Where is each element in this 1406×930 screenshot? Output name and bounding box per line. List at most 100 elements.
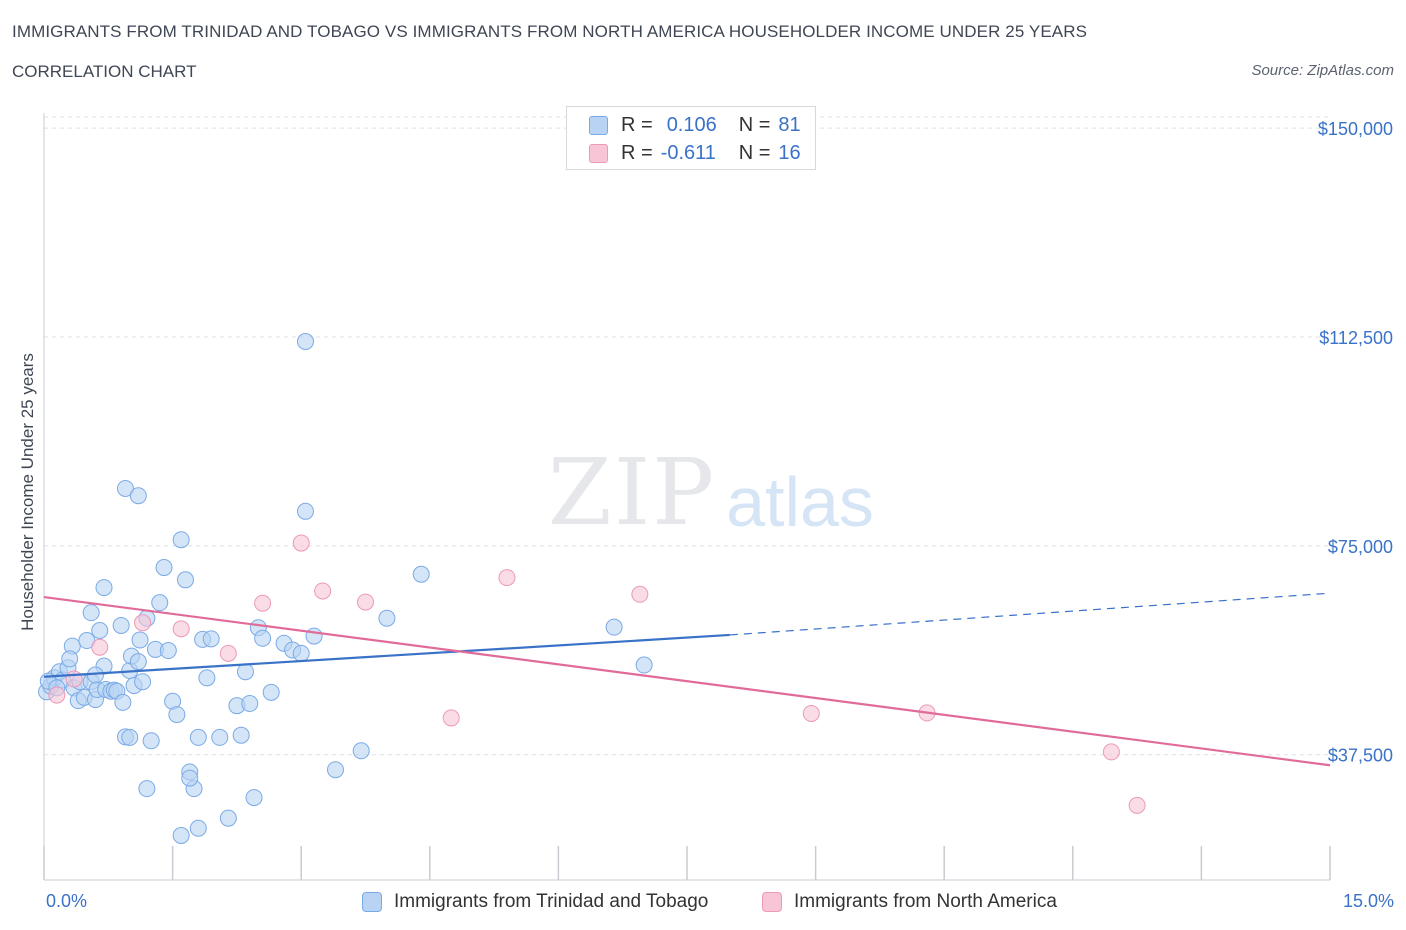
stats-legend: R = 0.106 N = 81 R = -0.611 N = 16 (566, 106, 816, 170)
x-tick-label-max: 15.0% (1342, 891, 1394, 911)
x-tick-label-min: 0.0% (46, 891, 88, 911)
data-point (211, 728, 229, 746)
y-tick-label: $37,500 (1328, 746, 1393, 766)
series-legend: Immigrants from Trinidad and Tobago Immi… (0, 888, 1406, 916)
trend-line-north-america (43, 595, 1331, 767)
data-point (131, 631, 149, 649)
data-point (86, 666, 104, 684)
y-tick-labels: $37,500 $75,000 $112,500 $150,000 (1318, 119, 1393, 766)
data-point (202, 630, 220, 648)
data-point (138, 780, 156, 798)
data-point (412, 565, 430, 583)
data-point (82, 604, 100, 622)
data-point (305, 627, 323, 645)
data-point (129, 653, 147, 671)
trend-lines (43, 592, 1331, 767)
n-label: N = (738, 113, 771, 136)
data-point (61, 650, 79, 668)
data-point (172, 826, 190, 844)
data-point (631, 585, 649, 603)
data-point (172, 620, 190, 638)
data-point (189, 728, 207, 746)
data-point (296, 502, 314, 520)
data-point (352, 742, 370, 760)
chart-subtitle: CORRELATION CHART (12, 62, 197, 81)
legend-label-trinidad: Immigrants from Trinidad and Tobago (394, 891, 709, 912)
data-point (232, 726, 250, 744)
data-point (116, 479, 134, 497)
data-point (245, 789, 263, 807)
trend-line-trinidad (43, 633, 730, 678)
data-point (292, 644, 310, 662)
series-points-north-america (48, 534, 1146, 814)
data-point (802, 704, 820, 722)
legend-label-north-america: Immigrants from North America (794, 891, 1057, 912)
y-tick-label: $112,500 (1319, 328, 1393, 348)
stats-legend-row-north-america: R = -0.611 N = 16 (589, 142, 801, 164)
data-point (181, 769, 199, 787)
r-value: 0.106 (666, 113, 717, 136)
n-value: 81 (778, 113, 801, 136)
data-point (65, 670, 83, 688)
data-point (241, 694, 259, 712)
source-credit: Source: ZipAtlas.com (1251, 62, 1394, 79)
data-point (112, 616, 130, 634)
data-point (635, 656, 653, 674)
data-point (1102, 743, 1120, 761)
legend-swatch-blue (589, 115, 608, 135)
watermark-atlas: atlas (726, 463, 874, 541)
data-point (142, 732, 160, 750)
data-point (254, 594, 272, 612)
r-value: -0.611 (660, 141, 716, 164)
data-point (236, 663, 254, 681)
data-point (442, 709, 460, 727)
data-point (91, 621, 109, 639)
axes (43, 113, 1331, 881)
data-point (219, 644, 237, 662)
data-point (498, 569, 516, 587)
data-point (314, 582, 332, 600)
data-point (296, 332, 314, 350)
data-point (254, 629, 272, 647)
y-axis-label: Householder Income Under 25 years (18, 353, 37, 631)
data-point (326, 761, 344, 779)
data-point (168, 706, 186, 724)
data-point (95, 579, 113, 597)
r-label: R = (621, 113, 653, 136)
legend-swatch-pink (762, 892, 782, 912)
legend-swatch-pink (589, 143, 608, 163)
chart-title: IMMIGRANTS FROM TRINIDAD AND TOBAGO VS I… (12, 22, 1088, 41)
data-point (159, 642, 177, 660)
series-points-trinidad (38, 332, 653, 844)
legend-swatch-blue (362, 892, 382, 912)
data-point (605, 618, 623, 636)
data-point (151, 594, 169, 612)
trend-line-extension (729, 592, 1331, 636)
data-point (292, 534, 310, 552)
n-label: N = (738, 141, 771, 164)
data-point (262, 683, 280, 701)
n-value: 16 (778, 141, 801, 164)
legend-item-north-america: Immigrants from North America (762, 891, 1057, 913)
data-point (198, 669, 216, 687)
data-point (172, 531, 190, 549)
data-point (219, 809, 237, 827)
stats-legend-row-trinidad: R = 0.106 N = 81 (589, 114, 801, 136)
zipatlas-watermark: ZIP atlas (548, 439, 874, 546)
data-point (48, 686, 66, 704)
grid-lines (44, 116, 1330, 756)
r-label: R = (621, 141, 653, 164)
data-point (189, 819, 207, 837)
data-point (357, 593, 374, 611)
data-point (134, 673, 152, 691)
data-point (121, 728, 139, 746)
data-point (129, 487, 147, 505)
data-point (1128, 796, 1146, 814)
data-point (176, 571, 194, 589)
y-tick-label: $75,000 (1328, 537, 1393, 557)
legend-item-trinidad: Immigrants from Trinidad and Tobago (362, 891, 708, 913)
data-point (91, 638, 109, 656)
data-point (134, 614, 152, 632)
data-point (155, 559, 173, 577)
data-points (38, 332, 1146, 844)
